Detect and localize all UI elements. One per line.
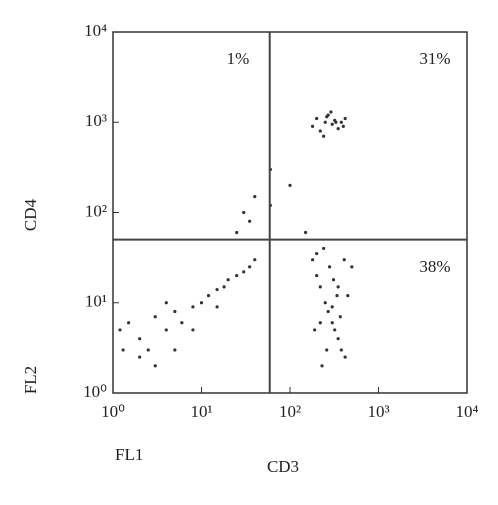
plot-frame (112, 31, 468, 394)
event-dot (336, 285, 340, 289)
event-dot (248, 265, 252, 269)
event-dot (242, 270, 246, 274)
event-dot (318, 129, 322, 133)
y-tick-label: 10⁴ (84, 21, 107, 40)
x-axis-label: CD3 (267, 457, 299, 476)
event-dot (191, 305, 195, 309)
x-tick-label: 10⁰ (101, 402, 125, 421)
y-channel-label: FL2 (21, 366, 40, 394)
event-dot (315, 252, 319, 256)
event-dot (350, 265, 354, 269)
event-dot (253, 258, 257, 262)
quadrant-label: 31% (419, 49, 450, 68)
quadrant-label: 1% (227, 49, 250, 68)
event-dot (327, 265, 332, 269)
event-dot (315, 116, 319, 121)
event-dot (325, 348, 329, 352)
event-dot (322, 134, 326, 138)
event-dot (329, 110, 333, 114)
event-dot (138, 337, 142, 341)
event-dot (310, 124, 315, 128)
x-tick-label: 10⁴ (456, 402, 479, 421)
event-dot (118, 328, 122, 332)
event-dot (173, 348, 177, 352)
x-tick-label: 10¹ (190, 402, 212, 421)
event-dot (330, 321, 334, 325)
event-dot (226, 278, 230, 282)
event-dot (331, 278, 336, 282)
event-dot (222, 285, 226, 289)
event-dot (323, 120, 327, 124)
event-dot (346, 294, 350, 298)
event-dot (335, 294, 339, 298)
event-dot (121, 348, 125, 352)
event-dot (339, 120, 343, 124)
event-dot (138, 355, 142, 359)
event-dot (248, 219, 252, 223)
event-dot (215, 287, 219, 292)
event-dot (326, 309, 330, 314)
event-dot (336, 127, 340, 131)
event-dot (153, 315, 157, 319)
event-dot (235, 230, 239, 235)
event-dot (318, 321, 322, 325)
y-tick-label: 10³ (85, 111, 107, 130)
event-dot (173, 309, 177, 314)
event-dot (338, 315, 342, 319)
event-dot (235, 273, 239, 278)
event-dot (164, 301, 168, 305)
event-dot (342, 258, 346, 262)
event-dot (320, 364, 324, 368)
event-dot (322, 246, 326, 251)
event-dot (334, 120, 338, 124)
event-dot (288, 183, 292, 187)
event-dot (343, 116, 347, 121)
event-dot (318, 285, 322, 289)
y-tick-label: 10² (85, 201, 107, 220)
event-dot (330, 305, 334, 309)
event-dot (146, 348, 150, 352)
event-dot (339, 348, 343, 352)
event-dot (215, 305, 219, 309)
event-dot (313, 328, 317, 332)
event-dot (343, 355, 347, 359)
event-dot (310, 258, 315, 262)
event-dot (191, 328, 195, 332)
y-tick-label: 10¹ (85, 292, 107, 311)
event-dot (164, 328, 168, 332)
quadrant-label: 38% (419, 257, 450, 276)
x-tick-label: 10² (279, 402, 301, 421)
event-dot (126, 321, 131, 325)
y-axis-label: CD4 (21, 198, 40, 231)
x-channel-label: FL1 (115, 445, 143, 464)
event-dot (323, 301, 327, 305)
event-dot (242, 210, 246, 215)
event-dot (330, 122, 334, 126)
event-dot (336, 337, 340, 341)
x-tick-label: 10³ (367, 402, 389, 421)
event-dot (303, 230, 308, 235)
y-tick-label: 10⁰ (83, 382, 107, 401)
event-dot (315, 273, 319, 278)
event-dot (325, 115, 329, 119)
event-dot (180, 321, 184, 325)
event-dot (333, 328, 337, 332)
event-dot (199, 301, 204, 305)
event-dot (253, 195, 257, 199)
event-dot (341, 124, 345, 128)
event-dot (153, 364, 157, 368)
event-dot (206, 294, 211, 298)
